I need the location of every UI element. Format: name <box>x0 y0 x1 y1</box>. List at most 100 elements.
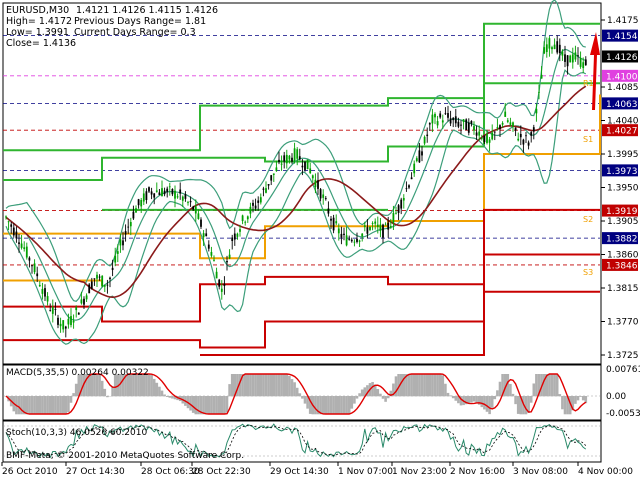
price-tick-label: 1.3725 <box>607 351 639 361</box>
candle-body <box>421 151 423 156</box>
candle-body <box>496 126 499 128</box>
macd-bar <box>288 375 291 397</box>
candle-body <box>322 194 325 198</box>
macd-panel[interactable]: MACD(5,35,5) 0.00264 0.00322 0.00761 0.0… <box>2 364 640 421</box>
macd-bar <box>132 374 135 397</box>
candle-body <box>311 175 314 179</box>
macd-bar <box>106 396 109 398</box>
macd-bar <box>259 374 263 397</box>
macd-bar <box>267 374 270 397</box>
price-tick-label: 1.3770 <box>607 318 639 328</box>
macd-bar <box>158 386 161 397</box>
candle-body <box>132 211 135 219</box>
macd-bar <box>527 396 530 413</box>
macd-bar <box>269 374 273 397</box>
candle-body <box>389 226 392 228</box>
candle-body <box>447 113 449 118</box>
macd-bar <box>483 396 486 410</box>
candle-body <box>405 188 408 190</box>
candle-body <box>236 233 239 237</box>
candle-body <box>101 275 104 287</box>
candle-body <box>361 233 364 237</box>
macd-bar <box>571 396 575 411</box>
bollinger-upper <box>5 0 586 302</box>
candle-body <box>488 139 491 143</box>
macd-bar <box>576 396 580 401</box>
macd-bar <box>470 396 473 403</box>
macd-bar <box>524 396 528 415</box>
macd-bar <box>376 388 380 397</box>
macd-bar <box>441 375 445 397</box>
candle-body <box>400 199 403 209</box>
macd-histogram <box>3 373 600 415</box>
price-flag-label: 1.3973 <box>606 167 638 177</box>
candle-body <box>291 157 293 162</box>
candle-body <box>558 44 561 54</box>
candle-body <box>353 241 356 243</box>
candle-body <box>254 205 257 209</box>
candle-body <box>382 224 384 238</box>
candle-body <box>551 47 553 50</box>
candle-body <box>376 224 379 228</box>
candle-body <box>142 193 145 202</box>
macd-bar <box>113 374 117 397</box>
candle-body <box>454 116 457 124</box>
macd-bar <box>506 374 510 397</box>
candle-body <box>181 196 184 201</box>
macd-bar <box>454 396 458 401</box>
macd-bar <box>405 374 408 397</box>
candle-body <box>64 326 67 329</box>
time-tick-label: 1 Nov 07:00 <box>338 467 393 477</box>
candle-body <box>207 244 210 249</box>
macd-bar <box>418 374 421 397</box>
macd-bar <box>566 396 569 415</box>
macd-bar <box>449 395 452 397</box>
candle-body <box>280 163 283 165</box>
candle-body <box>220 288 223 292</box>
candle-body <box>556 41 559 53</box>
macd-bar <box>61 396 65 415</box>
candle-body <box>397 205 400 213</box>
candle-body <box>293 148 296 162</box>
candle-body <box>5 216 7 218</box>
stoch-panel[interactable]: Stoch(10,3,3) 46.0526 60.2010 BMF-Meta, … <box>2 420 602 463</box>
candle-body <box>543 47 546 54</box>
candle-body <box>93 278 96 280</box>
candle-body <box>246 216 249 220</box>
candle-body <box>44 288 46 297</box>
price-panel[interactable]: EURUSD,M30 1.4121 1.4126 1.4115 1.4126 H… <box>2 0 602 365</box>
candle-body <box>103 285 106 287</box>
candle-body <box>158 192 161 195</box>
macd-bar <box>152 378 156 397</box>
support-line <box>200 290 600 356</box>
candle-body <box>46 296 49 302</box>
macd-bar <box>262 374 265 397</box>
candle-body <box>275 167 278 172</box>
macd-bar <box>207 396 211 415</box>
price-flag-label: 1.4154 <box>606 32 638 42</box>
macd-bar <box>191 396 195 413</box>
macd-bar <box>256 374 260 397</box>
candle-body <box>358 240 361 242</box>
candle-body <box>77 312 80 315</box>
candle-body <box>106 284 109 286</box>
candle-body <box>519 133 522 138</box>
macd-bar <box>579 396 582 397</box>
candle-body <box>49 310 52 311</box>
stoch-lines <box>3 423 600 459</box>
candle-body <box>436 121 439 126</box>
candle-body <box>561 51 564 56</box>
candle-body <box>517 138 520 141</box>
support-line <box>3 253 600 349</box>
macd-bar <box>98 374 101 397</box>
macd-bar <box>451 396 455 399</box>
candle-body <box>122 240 124 246</box>
candle-body <box>189 201 192 203</box>
candle-body <box>187 201 189 203</box>
price-tick-label: 1.4085 <box>607 83 639 93</box>
candle-body <box>532 127 535 132</box>
price-tick-label: 1.3860 <box>607 251 639 261</box>
candle-body <box>148 187 150 192</box>
macd-bar <box>93 374 96 397</box>
